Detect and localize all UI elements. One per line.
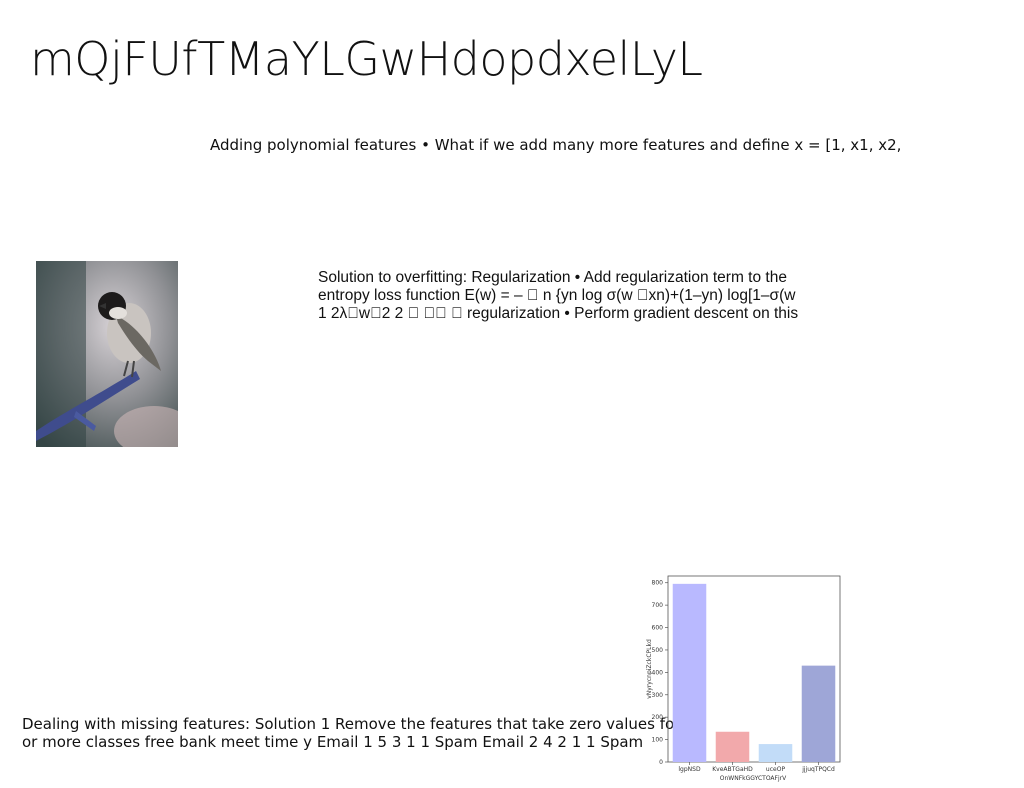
y-tick-label: 100 bbox=[652, 737, 664, 744]
bar-chart-svg: 0 100 200 300 400 500 600 700 800 lgpNSD KveABTGaH… bbox=[646, 575, 841, 782]
regularization-line: entropy loss function E(w) = –   n {yn l… bbox=[318, 287, 796, 304]
polynomial-features-text: Adding polynomial features • What if we … bbox=[210, 136, 902, 154]
bar bbox=[715, 731, 750, 762]
regularization-line: 1 2λ w 2 2        regularization • Perfo… bbox=[318, 305, 799, 322]
missing-features-line: Dealing with missing features: Solution … bbox=[22, 715, 681, 733]
y-axis-label: vNyrycnpiZckCPLkd bbox=[646, 639, 653, 699]
x-tick-label: KveABTGaHD bbox=[712, 766, 753, 773]
bird-photo bbox=[36, 261, 178, 447]
y-tick-label: 600 bbox=[652, 625, 664, 632]
bar bbox=[672, 583, 707, 762]
plot-frame bbox=[667, 575, 841, 763]
y-tick-label: 700 bbox=[652, 602, 664, 609]
y-tick-label: 500 bbox=[652, 647, 664, 654]
page-title: mQjFUfTMaYLGwHdopdxelLyL bbox=[30, 32, 703, 86]
bar-chart: 0 100 200 300 400 500 600 700 800 lgpNSD KveABTGaH… bbox=[638, 573, 844, 783]
x-tick-label: lgpNSD bbox=[678, 766, 701, 773]
regularization-line: Solution to overfitting: Regularization … bbox=[318, 269, 787, 286]
bar bbox=[801, 665, 836, 762]
x-tick-label: uceOP bbox=[766, 766, 786, 773]
y-tick-label: 0 bbox=[659, 759, 663, 766]
y-tick-label: 200 bbox=[652, 714, 664, 721]
x-tick-label: jjjuqTPQCd bbox=[801, 766, 835, 773]
y-tick-label: 400 bbox=[652, 669, 664, 676]
y-tick-label: 300 bbox=[652, 692, 664, 699]
missing-features-line: or more classes free bank meet time y Em… bbox=[22, 733, 644, 751]
y-tick-label: 800 bbox=[652, 580, 664, 587]
regularization-text: Solution to overfitting: Regularization … bbox=[318, 269, 818, 323]
missing-features-text: Dealing with missing features: Solution … bbox=[22, 715, 680, 751]
x-axis-label: OnWNFkGGYCTOAFjrV bbox=[720, 775, 787, 782]
bar bbox=[758, 744, 793, 762]
